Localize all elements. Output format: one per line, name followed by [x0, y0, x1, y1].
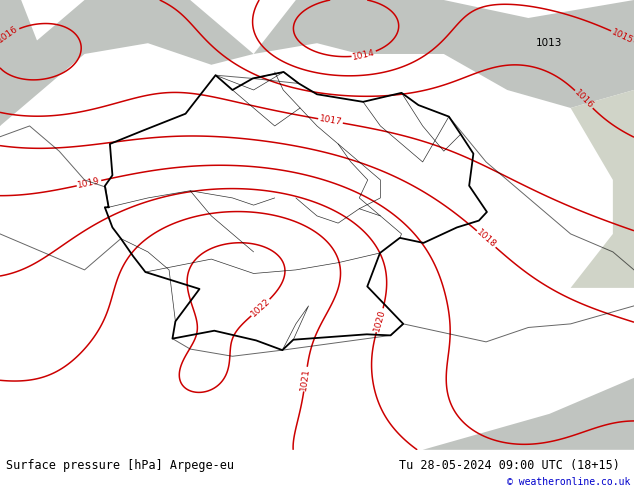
Polygon shape: [423, 378, 634, 450]
Text: 1020: 1020: [372, 308, 387, 333]
Text: 1021: 1021: [299, 367, 311, 391]
Text: © weatheronline.co.uk: © weatheronline.co.uk: [507, 477, 631, 487]
Polygon shape: [571, 90, 634, 288]
Text: Surface pressure [hPa] Arpege-eu: Surface pressure [hPa] Arpege-eu: [6, 460, 235, 472]
Polygon shape: [0, 0, 42, 126]
Polygon shape: [254, 0, 634, 108]
Text: 1015: 1015: [610, 27, 634, 45]
Text: 1016: 1016: [0, 24, 20, 45]
Text: 1016: 1016: [573, 88, 595, 111]
Text: 1018: 1018: [475, 228, 498, 250]
Polygon shape: [0, 0, 254, 126]
Text: 1017: 1017: [318, 115, 342, 127]
Text: 1014: 1014: [352, 48, 376, 62]
Text: 1022: 1022: [249, 297, 272, 318]
Text: 1013: 1013: [536, 38, 562, 48]
Text: Tu 28-05-2024 09:00 UTC (18+15): Tu 28-05-2024 09:00 UTC (18+15): [399, 460, 620, 472]
Text: 1019: 1019: [77, 176, 101, 190]
